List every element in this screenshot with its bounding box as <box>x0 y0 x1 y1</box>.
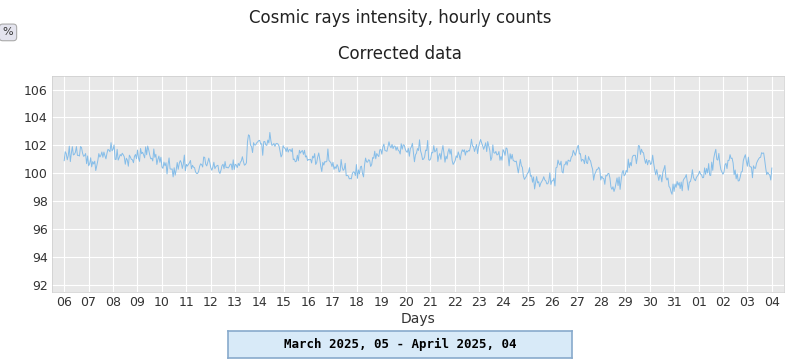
Text: Corrected data: Corrected data <box>338 45 462 63</box>
Text: %: % <box>2 27 14 37</box>
X-axis label: Days: Days <box>401 311 435 325</box>
Text: Cosmic rays intensity, hourly counts: Cosmic rays intensity, hourly counts <box>249 9 551 27</box>
Text: March 2025, 05 - April 2025, 04: March 2025, 05 - April 2025, 04 <box>284 338 516 351</box>
